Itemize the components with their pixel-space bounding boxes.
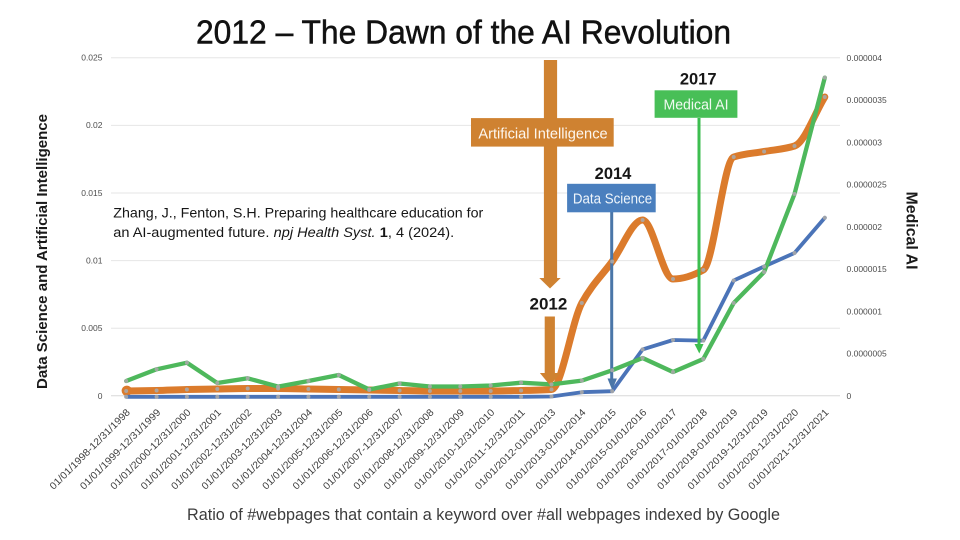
svg-text:0.000004: 0.000004 [847,53,883,63]
svg-text:0.000001: 0.000001 [847,306,883,316]
svg-text:Medical AI: Medical AI [903,192,920,270]
svg-text:, 4 (2024).: , 4 (2024). [388,225,454,241]
svg-text:Zhang, J., Fenton, S.H. Prepar: Zhang, J., Fenton, S.H. Preparing health… [113,205,483,221]
svg-text:0: 0 [98,391,103,401]
svg-text:2017: 2017 [680,71,717,89]
svg-text:0.0000025: 0.0000025 [847,180,887,190]
svg-text:Artificial Intelligence: Artificial Intelligence [478,126,607,143]
svg-text:0: 0 [847,391,852,401]
svg-text:0.02: 0.02 [86,120,103,130]
svg-text:0.0000015: 0.0000015 [847,264,887,274]
svg-text:0.000002: 0.000002 [847,222,883,232]
svg-text:0.000003: 0.000003 [847,137,883,147]
svg-text:0.015: 0.015 [81,188,103,198]
svg-text:Data Science: Data Science [573,190,652,207]
svg-text:2014: 2014 [595,165,633,183]
svg-text:2012: 2012 [529,294,567,313]
svg-text:0.01: 0.01 [86,255,103,265]
svg-text:0.0000005: 0.0000005 [847,349,887,359]
svg-text:an AI-augmented future.: an AI-augmented future. [113,225,269,241]
svg-text:0.025: 0.025 [81,53,103,63]
svg-text:Medical AI: Medical AI [663,96,728,113]
svg-text:2012 – The Dawn of the AI Revo: 2012 – The Dawn of the AI Revolution [196,14,731,51]
svg-text:Data Science and Artificial In: Data Science and Artificial Intelligence [34,114,51,389]
svg-text:1: 1 [380,225,388,241]
svg-text:Ratio of #webpages that contai: Ratio of #webpages that contain a keywor… [187,505,780,524]
svg-text:0.0000035: 0.0000035 [847,95,887,105]
svg-text:npj Health Syst.: npj Health Syst. [274,225,376,241]
svg-text:0.005: 0.005 [81,323,103,333]
